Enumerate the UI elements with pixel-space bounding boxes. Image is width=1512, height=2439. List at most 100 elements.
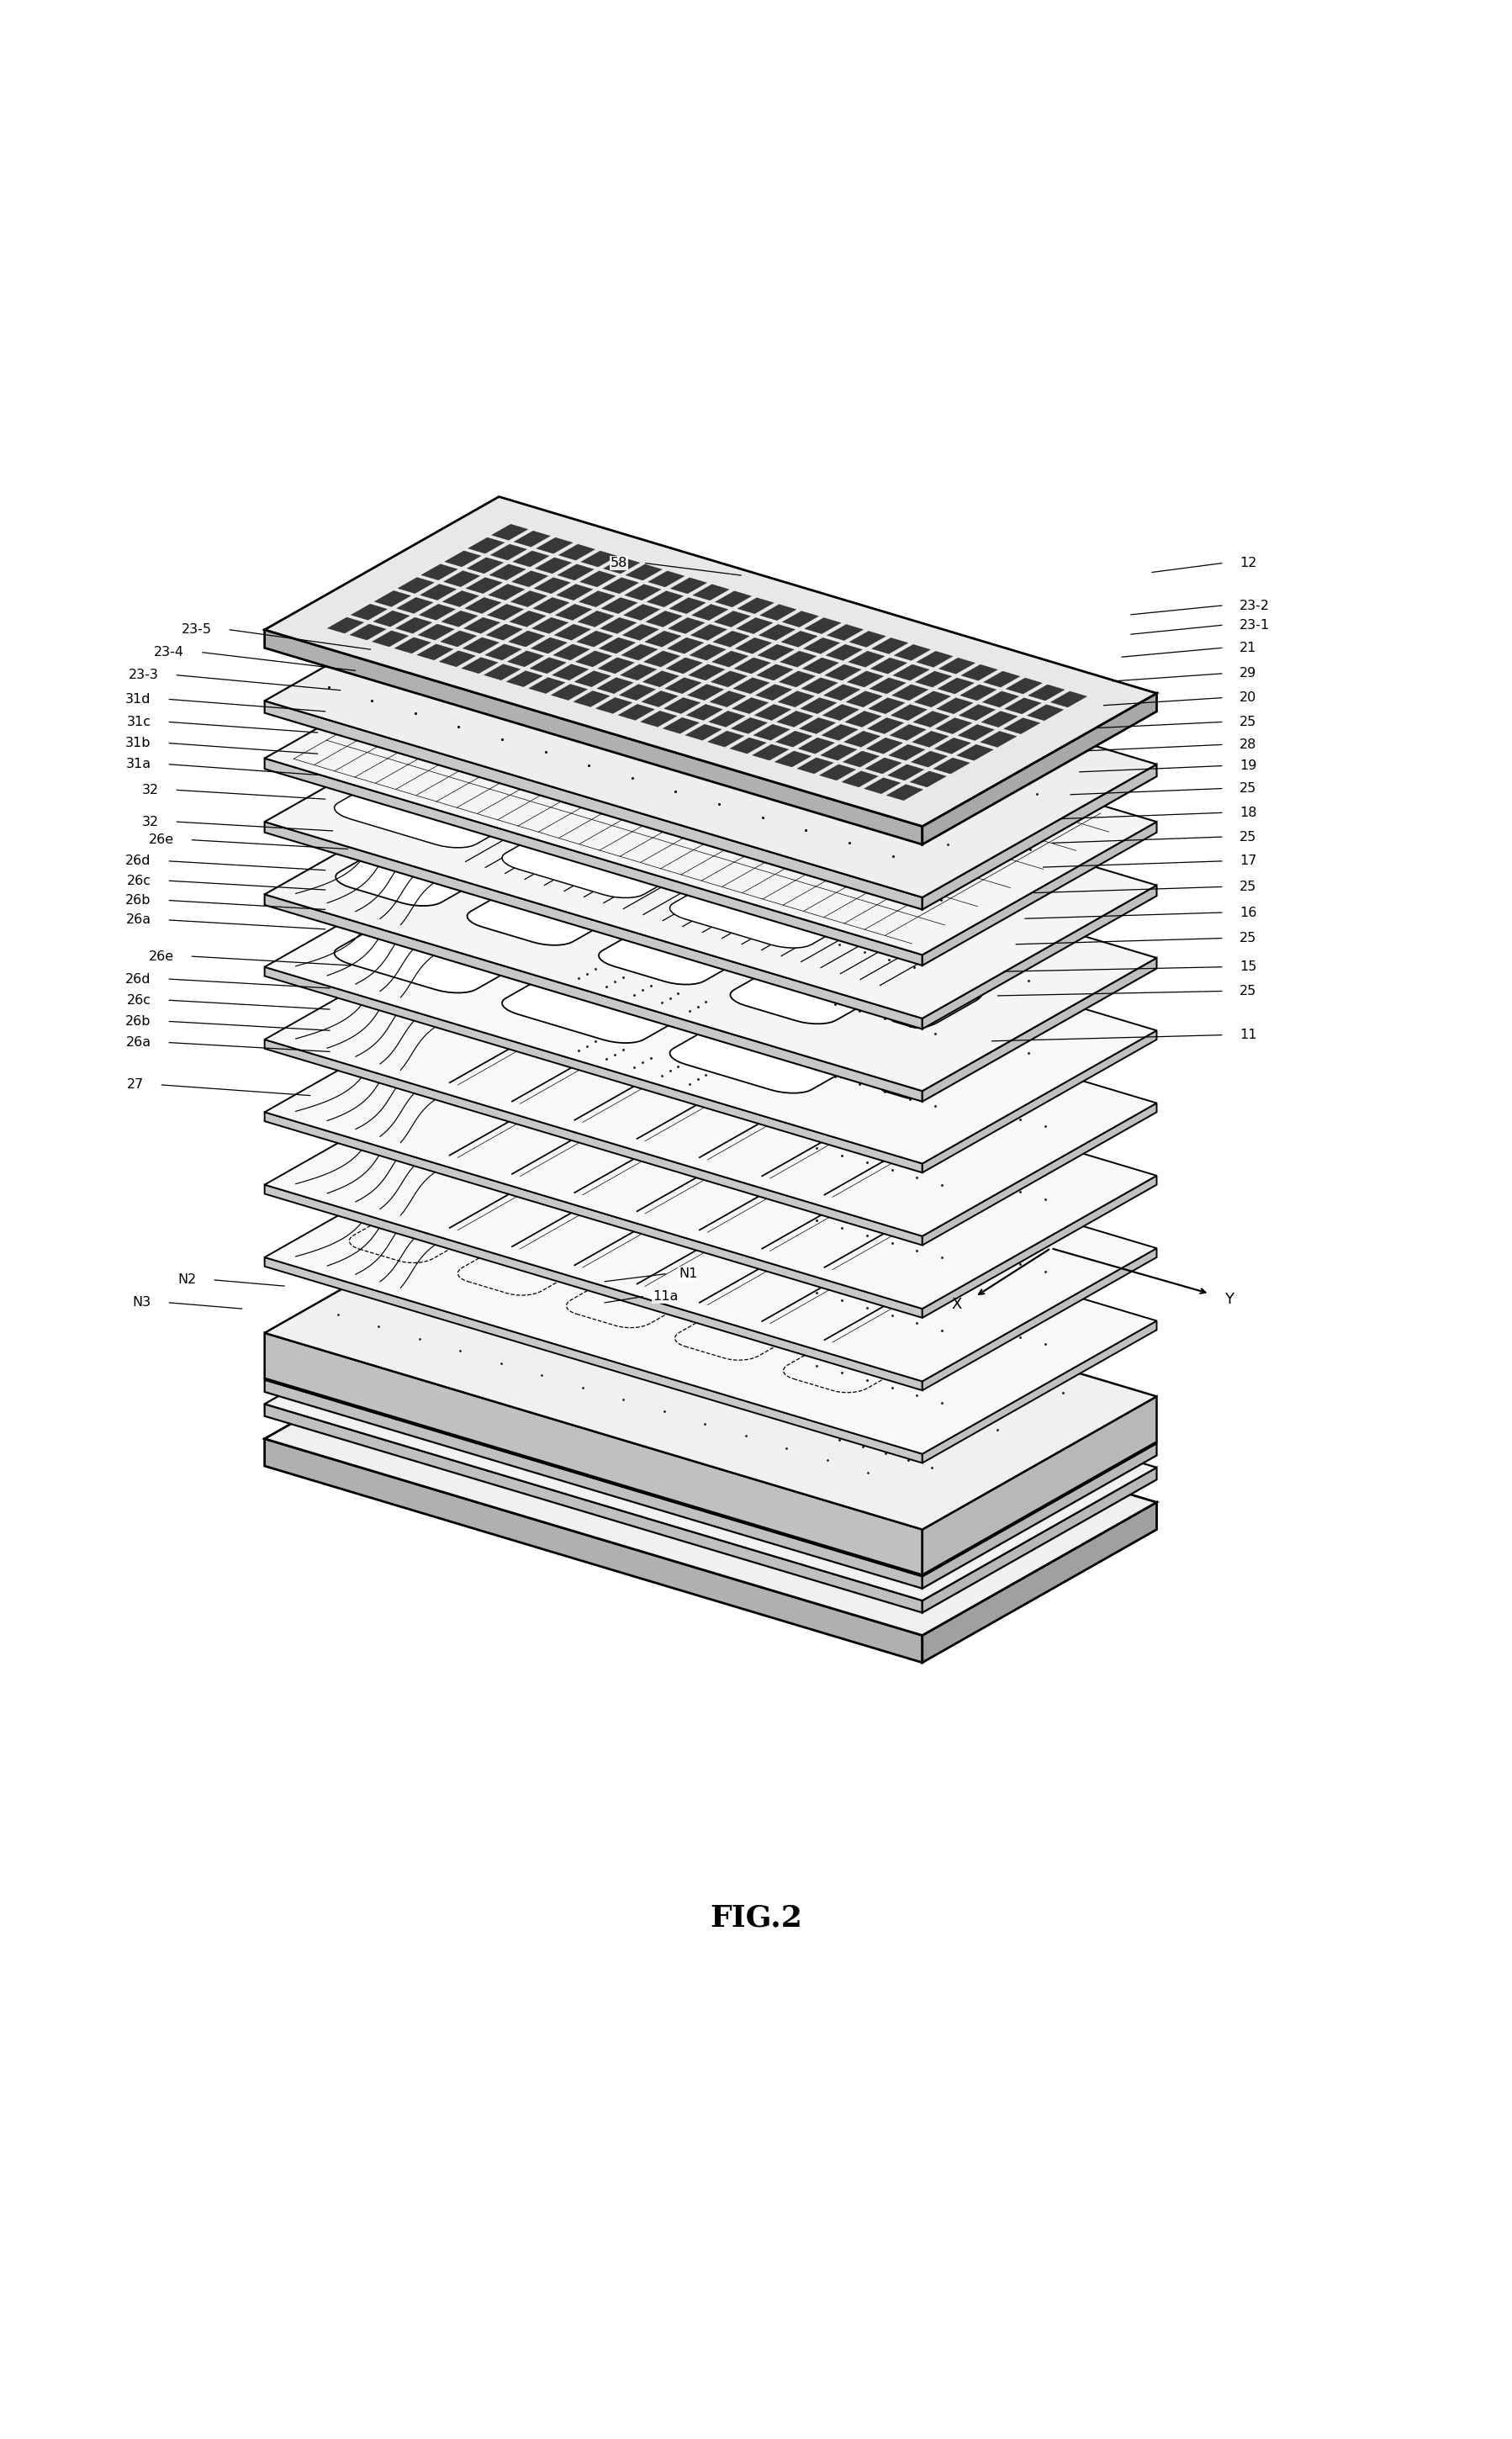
Polygon shape [865, 759, 901, 773]
Polygon shape [782, 612, 818, 627]
Polygon shape [265, 759, 922, 966]
Polygon shape [915, 690, 951, 707]
Text: 26a: 26a [125, 915, 151, 927]
Polygon shape [842, 751, 880, 768]
Polygon shape [555, 624, 591, 639]
Polygon shape [665, 678, 702, 693]
Polygon shape [756, 663, 792, 680]
Polygon shape [939, 659, 975, 673]
Polygon shape [599, 885, 815, 985]
Polygon shape [709, 690, 745, 707]
Polygon shape [732, 717, 768, 734]
Polygon shape [265, 1405, 922, 1612]
Polygon shape [443, 590, 479, 607]
Text: 26d: 26d [125, 854, 151, 868]
Polygon shape [730, 737, 767, 754]
Text: 18: 18 [1240, 807, 1256, 820]
Polygon shape [711, 671, 747, 688]
Polygon shape [375, 590, 411, 607]
Polygon shape [265, 629, 922, 844]
Polygon shape [803, 659, 839, 673]
Polygon shape [708, 732, 744, 746]
Polygon shape [265, 1305, 1157, 1637]
Text: 27: 27 [127, 1078, 144, 1090]
Polygon shape [936, 698, 974, 715]
Polygon shape [872, 639, 909, 654]
Polygon shape [644, 632, 682, 646]
Polygon shape [934, 739, 971, 754]
Polygon shape [464, 598, 500, 615]
Polygon shape [922, 822, 1157, 966]
Polygon shape [487, 605, 523, 620]
Polygon shape [826, 663, 862, 680]
Polygon shape [502, 783, 764, 898]
Polygon shape [868, 717, 904, 734]
Polygon shape [647, 590, 683, 607]
Polygon shape [937, 678, 974, 693]
Polygon shape [1005, 698, 1042, 715]
Polygon shape [779, 690, 815, 707]
Polygon shape [596, 698, 632, 715]
Polygon shape [511, 571, 547, 588]
Text: 11: 11 [1240, 1029, 1256, 1041]
Text: 25: 25 [1240, 832, 1256, 844]
Polygon shape [866, 737, 903, 754]
Polygon shape [848, 651, 885, 668]
Polygon shape [714, 612, 750, 627]
Text: 25: 25 [1240, 932, 1256, 944]
Polygon shape [776, 732, 812, 746]
Polygon shape [603, 559, 640, 573]
Polygon shape [692, 605, 729, 620]
Polygon shape [626, 563, 662, 580]
Polygon shape [469, 537, 505, 554]
Polygon shape [821, 724, 857, 741]
Polygon shape [826, 644, 862, 661]
Polygon shape [624, 585, 661, 600]
Polygon shape [667, 637, 703, 654]
Polygon shape [461, 659, 497, 673]
Polygon shape [443, 571, 479, 588]
Text: 11a: 11a [653, 1290, 677, 1302]
Polygon shape [467, 559, 503, 573]
Polygon shape [865, 778, 901, 793]
Polygon shape [529, 678, 565, 693]
Polygon shape [265, 1439, 922, 1663]
Text: 31a: 31a [125, 759, 151, 771]
Polygon shape [466, 578, 502, 593]
Polygon shape [922, 1176, 1157, 1317]
Polygon shape [265, 895, 922, 1102]
Polygon shape [691, 624, 727, 641]
Polygon shape [532, 617, 569, 634]
Polygon shape [959, 724, 995, 741]
Polygon shape [535, 559, 572, 573]
Polygon shape [922, 1032, 1157, 1173]
Polygon shape [396, 598, 432, 615]
Polygon shape [488, 585, 525, 600]
Polygon shape [502, 929, 764, 1044]
Polygon shape [913, 712, 950, 727]
Polygon shape [576, 632, 612, 646]
Polygon shape [641, 710, 677, 727]
Polygon shape [508, 651, 544, 666]
Polygon shape [922, 959, 1157, 1102]
Polygon shape [265, 1039, 922, 1246]
Polygon shape [894, 663, 930, 680]
Polygon shape [623, 605, 659, 620]
Polygon shape [620, 685, 656, 700]
Polygon shape [602, 578, 638, 593]
Polygon shape [265, 1124, 1157, 1454]
Polygon shape [514, 532, 550, 546]
Polygon shape [780, 651, 816, 668]
Polygon shape [894, 644, 930, 661]
Polygon shape [732, 698, 768, 715]
Polygon shape [891, 983, 983, 1027]
Polygon shape [957, 744, 993, 761]
Text: 25: 25 [1240, 783, 1256, 795]
Polygon shape [912, 751, 948, 768]
Text: N3: N3 [133, 1298, 151, 1310]
Polygon shape [575, 671, 611, 688]
Polygon shape [529, 659, 565, 673]
Polygon shape [398, 578, 434, 593]
Polygon shape [922, 885, 1157, 1029]
Polygon shape [842, 771, 878, 788]
